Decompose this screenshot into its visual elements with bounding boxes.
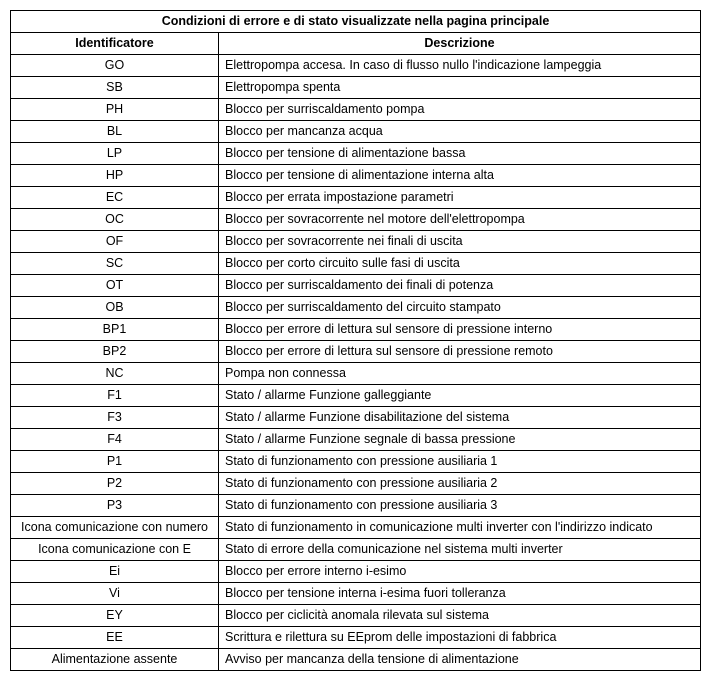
table-row: EYBlocco per ciclicità anomala rilevata … (11, 605, 701, 627)
cell-desc: Blocco per sovracorrente nel motore dell… (219, 209, 701, 231)
cell-desc: Elettropompa accesa. In caso di flusso n… (219, 55, 701, 77)
cell-id: PH (11, 99, 219, 121)
cell-id: EE (11, 627, 219, 649)
cell-desc: Blocco per tensione interna i-esima fuor… (219, 583, 701, 605)
cell-desc: Stato di errore della comunicazione nel … (219, 539, 701, 561)
table-row: BP1Blocco per errore di lettura sul sens… (11, 319, 701, 341)
cell-desc: Stato / allarme Funzione disabilitazione… (219, 407, 701, 429)
table-row: SBElettropompa spenta (11, 77, 701, 99)
table-row: SCBlocco per corto circuito sulle fasi d… (11, 253, 701, 275)
cell-desc: Blocco per errore di lettura sul sensore… (219, 319, 701, 341)
table-row: Icona comunicazione con numeroStato di f… (11, 517, 701, 539)
table-row: F3Stato / allarme Funzione disabilitazio… (11, 407, 701, 429)
cell-id: BP1 (11, 319, 219, 341)
cell-desc: Blocco per surriscaldamento del circuito… (219, 297, 701, 319)
cell-desc: Elettropompa spenta (219, 77, 701, 99)
cell-desc: Blocco per surriscaldamento dei finali d… (219, 275, 701, 297)
table-row: F4Stato / allarme Funzione segnale di ba… (11, 429, 701, 451)
cell-desc: Avviso per mancanza della tensione di al… (219, 649, 701, 671)
cell-id: NC (11, 363, 219, 385)
table-row: Alimentazione assenteAvviso per mancanza… (11, 649, 701, 671)
cell-desc: Blocco per tensione di alimentazione int… (219, 165, 701, 187)
table-row: Icona comunicazione con EStato di errore… (11, 539, 701, 561)
cell-desc: Blocco per corto circuito sulle fasi di … (219, 253, 701, 275)
table-row: PHBlocco per surriscaldamento pompa (11, 99, 701, 121)
table-row: GOElettropompa accesa. In caso di flusso… (11, 55, 701, 77)
cell-desc: Blocco per errore interno i-esimo (219, 561, 701, 583)
cell-desc: Stato di funzionamento con pressione aus… (219, 473, 701, 495)
table-row: EiBlocco per errore interno i-esimo (11, 561, 701, 583)
cell-desc: Blocco per tensione di alimentazione bas… (219, 143, 701, 165)
table-row: F1Stato / allarme Funzione galleggiante (11, 385, 701, 407)
table-header-row: Identificatore Descrizione (11, 33, 701, 55)
table-row: HPBlocco per tensione di alimentazione i… (11, 165, 701, 187)
cell-desc: Blocco per mancanza acqua (219, 121, 701, 143)
cell-id: EC (11, 187, 219, 209)
table-body: GOElettropompa accesa. In caso di flusso… (11, 55, 701, 671)
cell-id: Icona comunicazione con E (11, 539, 219, 561)
cell-id: OC (11, 209, 219, 231)
cell-id: P3 (11, 495, 219, 517)
table-row: LPBlocco per tensione di alimentazione b… (11, 143, 701, 165)
cell-id: HP (11, 165, 219, 187)
cell-desc: Stato di funzionamento con pressione aus… (219, 451, 701, 473)
cell-id: Alimentazione assente (11, 649, 219, 671)
cell-id: Icona comunicazione con numero (11, 517, 219, 539)
cell-id: SC (11, 253, 219, 275)
cell-desc: Blocco per errata impostazione parametri (219, 187, 701, 209)
table-row: P1Stato di funzionamento con pressione a… (11, 451, 701, 473)
table-title-row: Condizioni di errore e di stato visualiz… (11, 11, 701, 33)
table-row: ECBlocco per errata impostazione paramet… (11, 187, 701, 209)
col-header-desc: Descrizione (219, 33, 701, 55)
cell-id: P2 (11, 473, 219, 495)
cell-desc: Pompa non connessa (219, 363, 701, 385)
cell-desc: Stato di funzionamento con pressione aus… (219, 495, 701, 517)
col-header-id: Identificatore (11, 33, 219, 55)
cell-id: P1 (11, 451, 219, 473)
cell-desc: Stato / allarme Funzione galleggiante (219, 385, 701, 407)
table-row: BP2Blocco per errore di lettura sul sens… (11, 341, 701, 363)
table-row: ViBlocco per tensione interna i-esima fu… (11, 583, 701, 605)
table-row: P3Stato di funzionamento con pressione a… (11, 495, 701, 517)
cell-id: EY (11, 605, 219, 627)
cell-id: F4 (11, 429, 219, 451)
cell-desc: Scrittura e rilettura su EEprom delle im… (219, 627, 701, 649)
table-row: BLBlocco per mancanza acqua (11, 121, 701, 143)
table-row: OTBlocco per surriscaldamento dei finali… (11, 275, 701, 297)
table-row: P2Stato di funzionamento con pressione a… (11, 473, 701, 495)
cell-id: OT (11, 275, 219, 297)
cell-id: F3 (11, 407, 219, 429)
cell-id: F1 (11, 385, 219, 407)
cell-id: BP2 (11, 341, 219, 363)
table-row: EEScrittura e rilettura su EEprom delle … (11, 627, 701, 649)
table-row: OBBlocco per surriscaldamento del circui… (11, 297, 701, 319)
error-status-table: Condizioni di errore e di stato visualiz… (10, 10, 701, 671)
cell-desc: Blocco per sovracorrente nei finali di u… (219, 231, 701, 253)
cell-desc: Stato di funzionamento in comunicazione … (219, 517, 701, 539)
cell-id: GO (11, 55, 219, 77)
cell-id: Vi (11, 583, 219, 605)
cell-desc: Stato / allarme Funzione segnale di bass… (219, 429, 701, 451)
table-title: Condizioni di errore e di stato visualiz… (11, 11, 701, 33)
cell-desc: Blocco per ciclicità anomala rilevata su… (219, 605, 701, 627)
table-row: OCBlocco per sovracorrente nel motore de… (11, 209, 701, 231)
cell-id: OB (11, 297, 219, 319)
cell-desc: Blocco per errore di lettura sul sensore… (219, 341, 701, 363)
cell-id: SB (11, 77, 219, 99)
table-row: OFBlocco per sovracorrente nei finali di… (11, 231, 701, 253)
cell-id: LP (11, 143, 219, 165)
cell-desc: Blocco per surriscaldamento pompa (219, 99, 701, 121)
cell-id: OF (11, 231, 219, 253)
cell-id: Ei (11, 561, 219, 583)
cell-id: BL (11, 121, 219, 143)
table-row: NCPompa non connessa (11, 363, 701, 385)
